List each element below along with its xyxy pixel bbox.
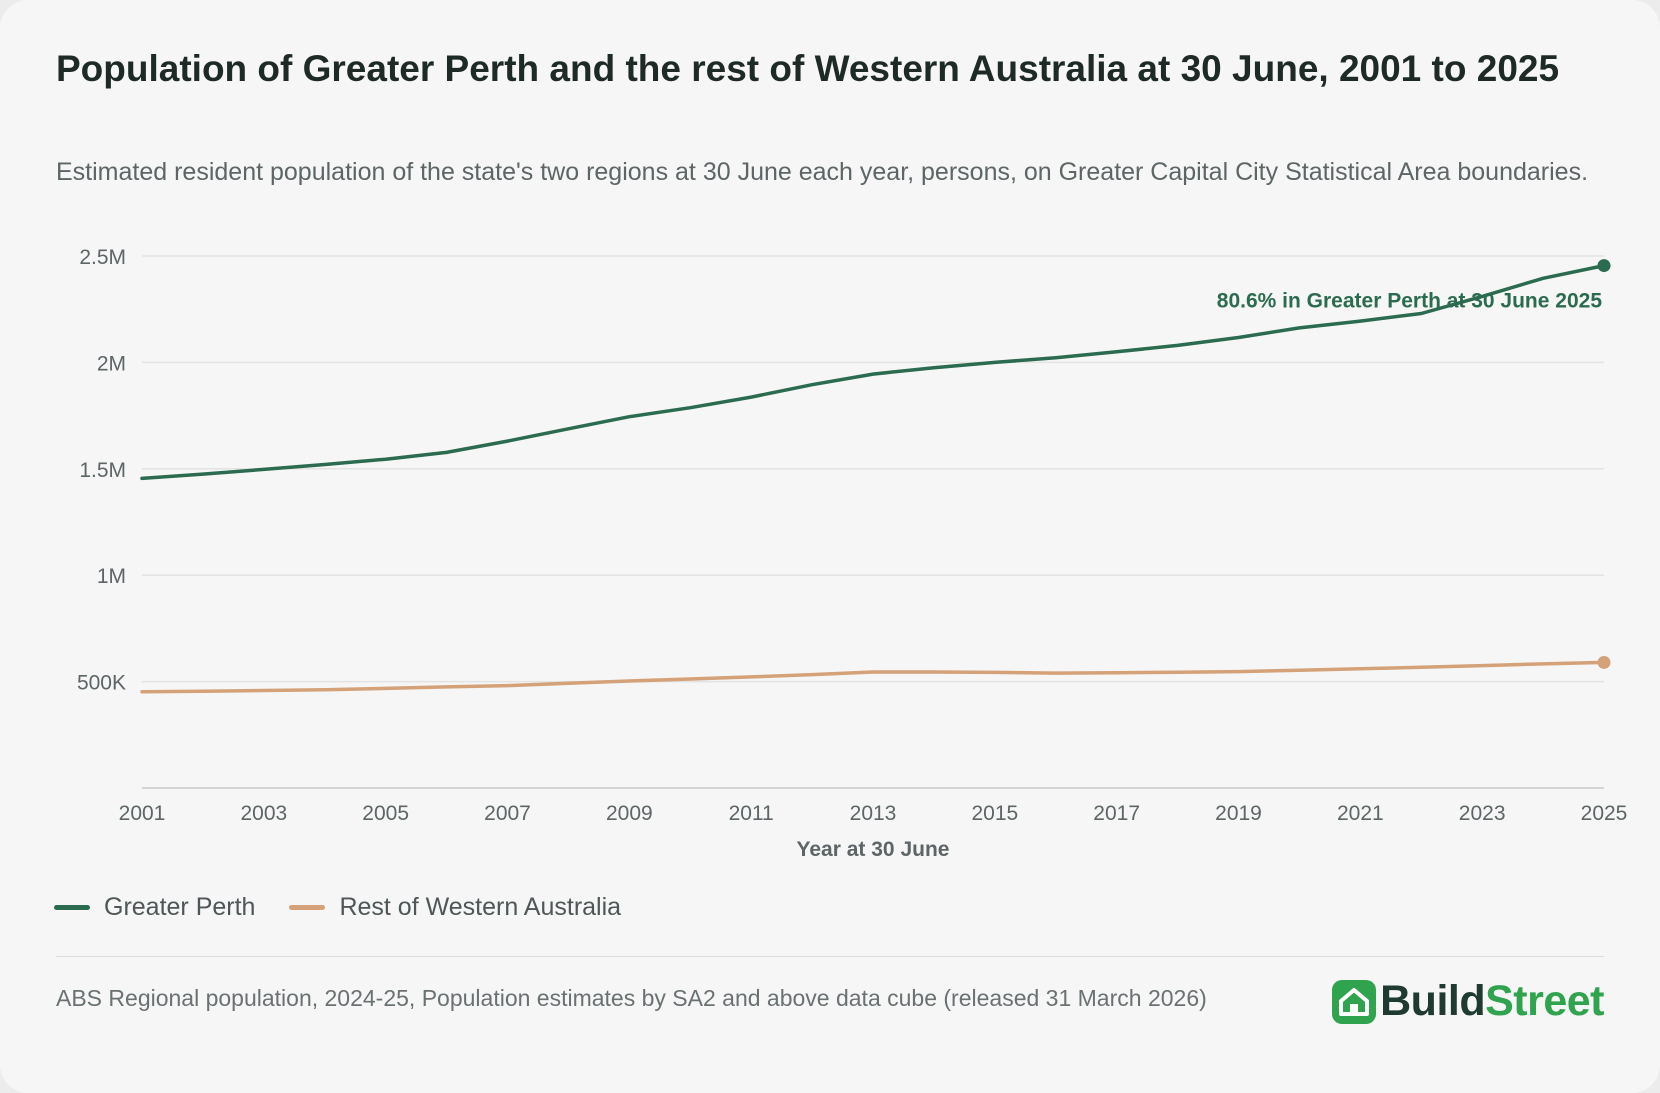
x-tick-label: 2005 — [362, 802, 409, 825]
y-tick-label: 2.5M — [79, 246, 126, 269]
series-end-point[interactable] — [1597, 259, 1611, 273]
chart-title: Population of Greater Perth and the rest… — [56, 48, 1560, 89]
x-tick-label: 2023 — [1459, 802, 1506, 825]
legend-swatch-rest-of-wa — [289, 905, 326, 910]
x-axis-ticks: 2001 2003 2005 2007 2009 2011 2013 2015 2017 2019… — [119, 802, 1628, 825]
y-tick-label: 500K — [77, 672, 126, 695]
brand-name-part2: Street — [1485, 977, 1604, 1025]
footer-divider — [56, 956, 1604, 957]
source-note: ABS Regional population, 2024-25, Popula… — [56, 985, 1207, 1011]
x-tick-label: 2017 — [1093, 802, 1140, 825]
series-end-point[interactable] — [1597, 655, 1611, 669]
house-icon — [1332, 979, 1377, 1024]
gridlines — [142, 255, 1604, 789]
legend-swatch-greater-perth — [54, 905, 90, 910]
chart-subtitle: Estimated resident population of the sta… — [56, 158, 1589, 186]
chart-legend: Greater Perth Rest of Western Australia — [54, 893, 621, 922]
y-tick-label: 1.5M — [79, 459, 126, 482]
y-tick-label: 1M — [97, 565, 126, 588]
brand-name-part1: Build — [1380, 977, 1486, 1025]
series-lines — [140, 259, 1611, 694]
line-chart: 500K 1M 1.5M 2M 2.5M 2001 2003 2005 2007 2009 201… — [77, 246, 1628, 861]
brand-logo[interactable]: Build Street — [1332, 977, 1604, 1026]
x-tick-label: 2015 — [971, 802, 1018, 825]
x-tick-label: 2021 — [1337, 802, 1384, 825]
x-tick-label: 2013 — [850, 802, 897, 825]
y-tick-label: 2M — [97, 352, 126, 375]
x-tick-label: 2025 — [1581, 802, 1628, 825]
x-tick-label: 2019 — [1215, 802, 1262, 825]
y-axis-ticks: 500K 1M 1.5M 2M 2.5M — [77, 246, 126, 695]
chart-annotation: 80.6% in Greater Perth at 30 June 2025 — [1217, 290, 1603, 313]
x-tick-label: 2011 — [729, 802, 774, 825]
x-tick-label: 2001 — [119, 802, 166, 825]
legend-item-greater-perth[interactable]: Greater Perth — [54, 893, 255, 922]
legend-label-rest-of-wa: Rest of Western Australia — [339, 893, 622, 921]
series-line-greater-perth[interactable] — [140, 263, 1606, 481]
x-tick-label: 2007 — [484, 802, 531, 825]
x-tick-label: 2009 — [606, 802, 653, 825]
legend-item-rest-of-wa[interactable]: Rest of Western Australia — [289, 893, 621, 922]
series-line-rest-of-wa[interactable] — [140, 660, 1606, 694]
x-axis-label: Year at 30 June — [797, 838, 950, 861]
legend-label-greater-perth: Greater Perth — [104, 893, 256, 921]
x-tick-label: 2003 — [240, 802, 287, 825]
